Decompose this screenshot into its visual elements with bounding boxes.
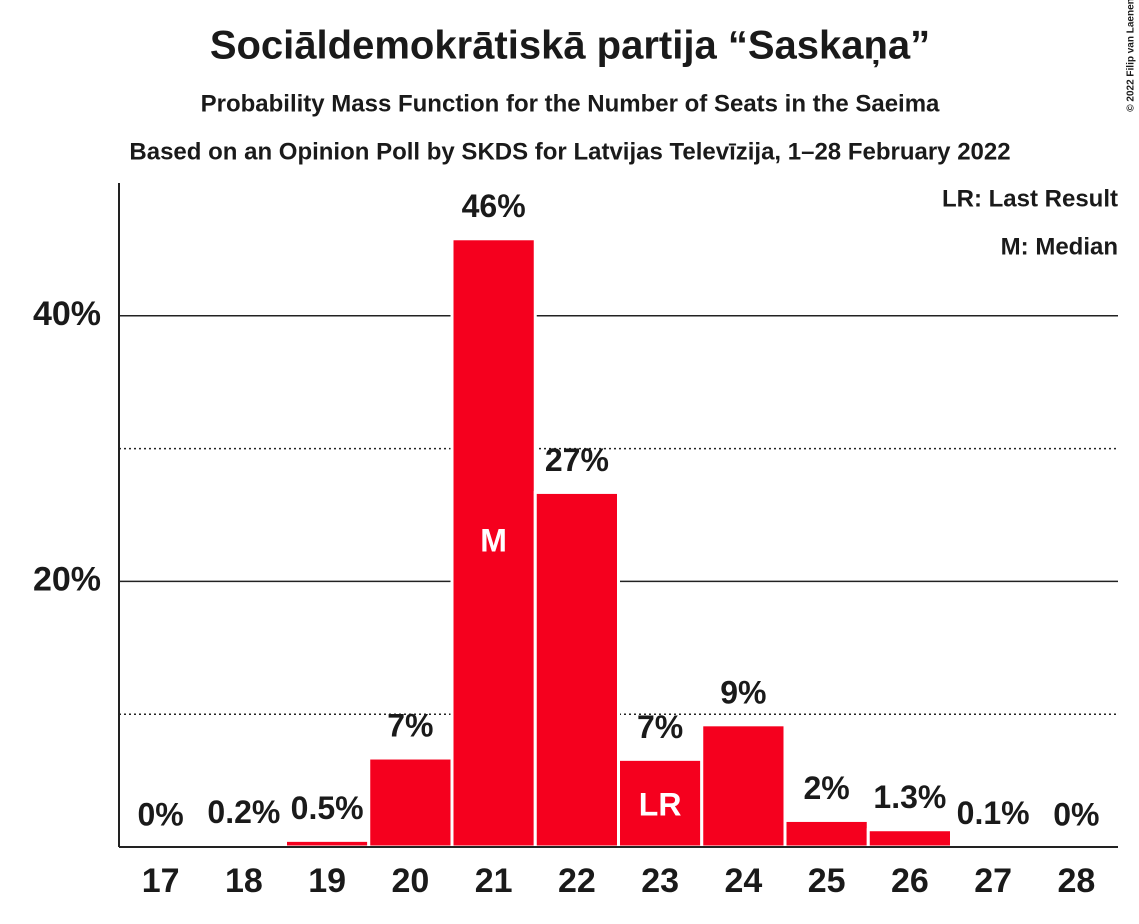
x-tick-label: 22	[558, 862, 596, 900]
value-label: 0%	[138, 796, 184, 832]
x-tick-label: 21	[475, 862, 513, 900]
y-tick-label: 40%	[33, 295, 101, 333]
last-result-marker: LR	[639, 787, 682, 823]
value-label: 1.3%	[873, 779, 946, 815]
value-label: 2%	[804, 770, 850, 806]
value-label: 0.1%	[957, 795, 1030, 831]
x-tick-label: 25	[808, 862, 846, 900]
value-label: 0.5%	[291, 790, 364, 826]
value-label: 7%	[637, 709, 683, 745]
x-tick-label: 28	[1057, 862, 1095, 900]
copyright: © 2022 Filip van Laenen	[1126, 0, 1137, 112]
bar	[700, 723, 787, 849]
bar	[367, 756, 454, 849]
value-label: 27%	[545, 442, 609, 478]
x-tick-label: 17	[142, 862, 180, 900]
legend-entry: M: Median	[1001, 233, 1118, 260]
x-tick-label: 23	[641, 862, 679, 900]
x-tick-label: 18	[225, 862, 263, 900]
value-label: 0.2%	[207, 794, 280, 830]
legend-entry: LR: Last Result	[942, 185, 1118, 212]
x-tick-label: 24	[724, 862, 762, 900]
x-tick-label: 19	[308, 862, 346, 900]
bar	[866, 828, 953, 849]
value-label: 9%	[720, 674, 766, 710]
bar	[783, 818, 870, 849]
y-tick-label: 20%	[33, 560, 101, 598]
median-marker: M	[480, 522, 507, 558]
chart-title: Sociāldemokrātiskā partija “Saskaņa”	[210, 24, 930, 68]
x-tick-label: 26	[891, 862, 929, 900]
x-tick-label: 20	[391, 862, 429, 900]
chart-subtitle: Based on an Opinion Poll by SKDS for Lat…	[129, 138, 1010, 165]
value-label: 7%	[387, 707, 433, 743]
x-tick-label: 27	[974, 862, 1012, 900]
chart-subtitle: Probability Mass Function for the Number…	[201, 90, 940, 117]
value-label: 46%	[462, 188, 526, 224]
bar	[533, 490, 620, 849]
value-label: 0%	[1053, 796, 1099, 832]
